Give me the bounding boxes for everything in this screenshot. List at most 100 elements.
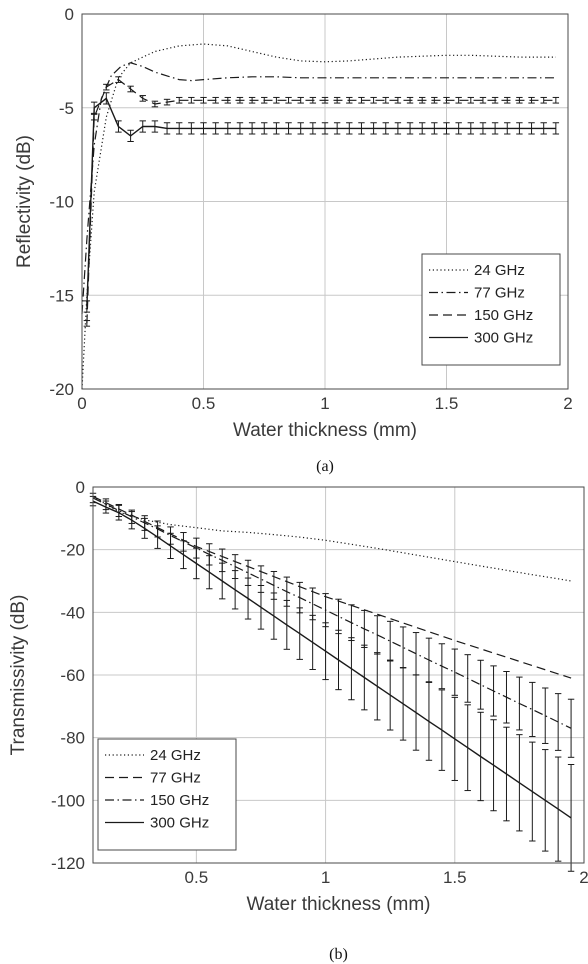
error-bar bbox=[296, 607, 303, 660]
error-bar bbox=[382, 96, 389, 104]
error-bar bbox=[346, 96, 353, 104]
error-bar bbox=[529, 681, 536, 738]
error-bar bbox=[443, 122, 450, 135]
error-bar bbox=[406, 96, 414, 104]
y-tick-label: -20 bbox=[49, 380, 74, 399]
error-bar bbox=[309, 614, 316, 670]
error-bar bbox=[206, 555, 213, 590]
series-line-24-ghz bbox=[92, 495, 572, 582]
error-bar bbox=[333, 96, 341, 104]
error-bar bbox=[285, 122, 292, 135]
error-bar bbox=[163, 98, 171, 106]
error-bar bbox=[127, 129, 134, 142]
error-bar bbox=[273, 96, 280, 104]
error-bar bbox=[102, 500, 110, 514]
y-tick-label: -10 bbox=[49, 193, 74, 212]
error-bar bbox=[528, 96, 535, 104]
series-line-77-ghz bbox=[81, 62, 556, 315]
error-bar bbox=[139, 95, 146, 102]
error-bar bbox=[443, 96, 450, 104]
error-bar bbox=[236, 96, 244, 104]
y-tick-label: 0 bbox=[76, 478, 85, 497]
error-bar bbox=[382, 122, 389, 135]
error-bar bbox=[540, 96, 547, 104]
error-bar bbox=[438, 643, 446, 690]
error-bar bbox=[431, 96, 438, 104]
error-bar bbox=[542, 687, 549, 744]
error-bar bbox=[115, 76, 122, 83]
error-bar bbox=[154, 525, 161, 549]
legend-label: 150 GHz bbox=[150, 792, 209, 809]
error-bar bbox=[358, 122, 365, 135]
error-bar bbox=[540, 122, 547, 135]
error-bar bbox=[139, 120, 146, 133]
error-bar bbox=[490, 665, 497, 717]
error-bar bbox=[83, 320, 91, 327]
legend-label: 300 GHz bbox=[474, 330, 533, 347]
legend-box bbox=[421, 253, 561, 366]
error-bar bbox=[224, 122, 231, 135]
error-bar bbox=[370, 96, 377, 104]
error-bar bbox=[464, 704, 471, 792]
error-bar bbox=[467, 96, 474, 104]
error-bar bbox=[399, 667, 407, 741]
y-tick-label: -80 bbox=[60, 729, 85, 748]
error-bar bbox=[504, 96, 511, 104]
error-bar bbox=[90, 101, 98, 114]
error-bar bbox=[552, 122, 560, 135]
error-bar bbox=[115, 504, 123, 521]
x-tick-label: 1 bbox=[321, 868, 330, 887]
error-bar bbox=[141, 517, 148, 539]
error-bar bbox=[297, 122, 304, 135]
y-tick-label: -40 bbox=[60, 603, 85, 622]
error-bar bbox=[516, 96, 523, 104]
error-bar bbox=[224, 96, 231, 104]
error-bar bbox=[374, 652, 381, 721]
error-bar bbox=[167, 532, 174, 560]
error-bar bbox=[503, 726, 510, 822]
error-bar bbox=[491, 96, 499, 104]
legend-label: 24 GHz bbox=[474, 262, 525, 279]
x-axis-label: Water thickness (mm) bbox=[246, 894, 430, 915]
x-tick-label: 0 bbox=[77, 394, 86, 413]
error-bar bbox=[321, 96, 329, 104]
error-bar bbox=[504, 122, 511, 135]
error-bar bbox=[127, 85, 134, 93]
error-bar bbox=[200, 122, 207, 135]
error-bar bbox=[309, 96, 317, 104]
y-tick-label: -60 bbox=[60, 666, 85, 685]
y-tick-label: 0 bbox=[65, 5, 74, 24]
error-bar bbox=[394, 122, 402, 135]
error-bar bbox=[261, 122, 268, 135]
error-bar bbox=[236, 122, 244, 135]
figure-caption: (b) bbox=[329, 946, 348, 963]
error-bar bbox=[219, 562, 226, 600]
x-tick-label: 1.5 bbox=[443, 868, 467, 887]
error-bar bbox=[431, 122, 438, 135]
x-tick-label: 0.5 bbox=[192, 394, 216, 413]
error-bar bbox=[103, 92, 110, 105]
x-tick-label: 2 bbox=[579, 868, 588, 887]
chart-transmissivity: 0.5 1 1.5 2 0 -20 -40 -60 -80 -100 -120 24 GHz 77 GH… bbox=[8, 478, 588, 963]
error-bar bbox=[103, 83, 110, 91]
error-bar bbox=[322, 622, 329, 681]
error-bar bbox=[567, 763, 575, 872]
error-bar bbox=[451, 648, 458, 696]
error-bar bbox=[358, 96, 365, 104]
error-bar bbox=[333, 122, 341, 135]
error-bar bbox=[297, 96, 304, 104]
error-bar bbox=[503, 670, 510, 724]
x-tick-label: 0.5 bbox=[185, 868, 209, 887]
error-bar bbox=[335, 629, 342, 691]
error-bar bbox=[516, 734, 523, 832]
legend-label: 77 GHz bbox=[474, 285, 525, 302]
error-bar bbox=[479, 122, 487, 135]
error-bar bbox=[394, 96, 402, 104]
error-bar bbox=[464, 654, 471, 703]
error-bar bbox=[270, 592, 278, 640]
error-bar bbox=[425, 637, 433, 683]
error-bar bbox=[180, 540, 187, 570]
error-bar bbox=[479, 96, 487, 104]
y-tick-label: -100 bbox=[51, 791, 85, 810]
